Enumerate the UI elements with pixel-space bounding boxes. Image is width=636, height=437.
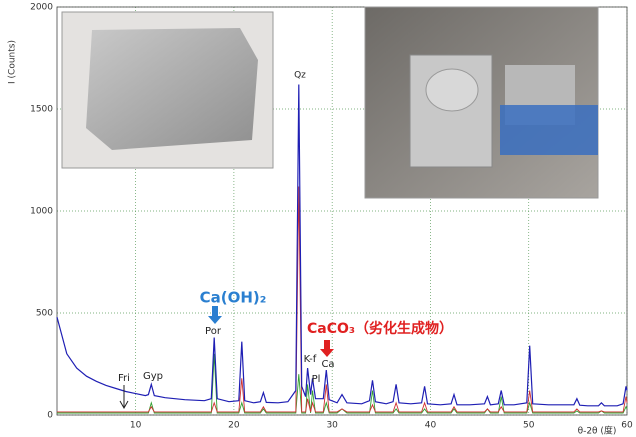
annotation: K-f: [304, 354, 317, 365]
annotation: Gyp: [143, 371, 163, 382]
annotation: Pl: [312, 374, 321, 385]
data-line: [57, 186, 628, 413]
annotation: Fri: [118, 373, 130, 384]
photo-left: [61, 11, 274, 169]
annotation: Ca: [321, 359, 334, 370]
x-tick-label: 30: [326, 421, 338, 431]
y-tick-label: 1000: [30, 207, 53, 217]
data-line: [57, 353, 628, 414]
annotation: Ca(OH)₂: [200, 289, 267, 307]
x-tick-label: 60: [621, 421, 633, 431]
x-tick-label: 50: [523, 421, 535, 431]
y-tick-label: 2000: [30, 3, 53, 13]
data-line: [56, 84, 628, 407]
arrows: [119, 306, 334, 410]
plot-area: [56, 6, 628, 416]
y-tick-label: 1500: [30, 105, 53, 115]
photo-right: [364, 6, 599, 199]
y-tick-label: 0: [47, 411, 53, 421]
plot-frame: [56, 6, 628, 416]
x-axis-label: θ-2θ (度): [578, 425, 617, 437]
y-tick-label: 500: [36, 309, 53, 319]
x-tick-label: 40: [425, 421, 437, 431]
annotation: CaCO₃（劣化生成物）: [307, 320, 453, 337]
annotation: Por: [205, 326, 222, 337]
annotation: Qz: [294, 71, 306, 81]
x-tick-label: 10: [130, 421, 142, 431]
x-tick-label: 20: [228, 421, 240, 431]
y-axis-label: I (Counts): [8, 40, 18, 84]
